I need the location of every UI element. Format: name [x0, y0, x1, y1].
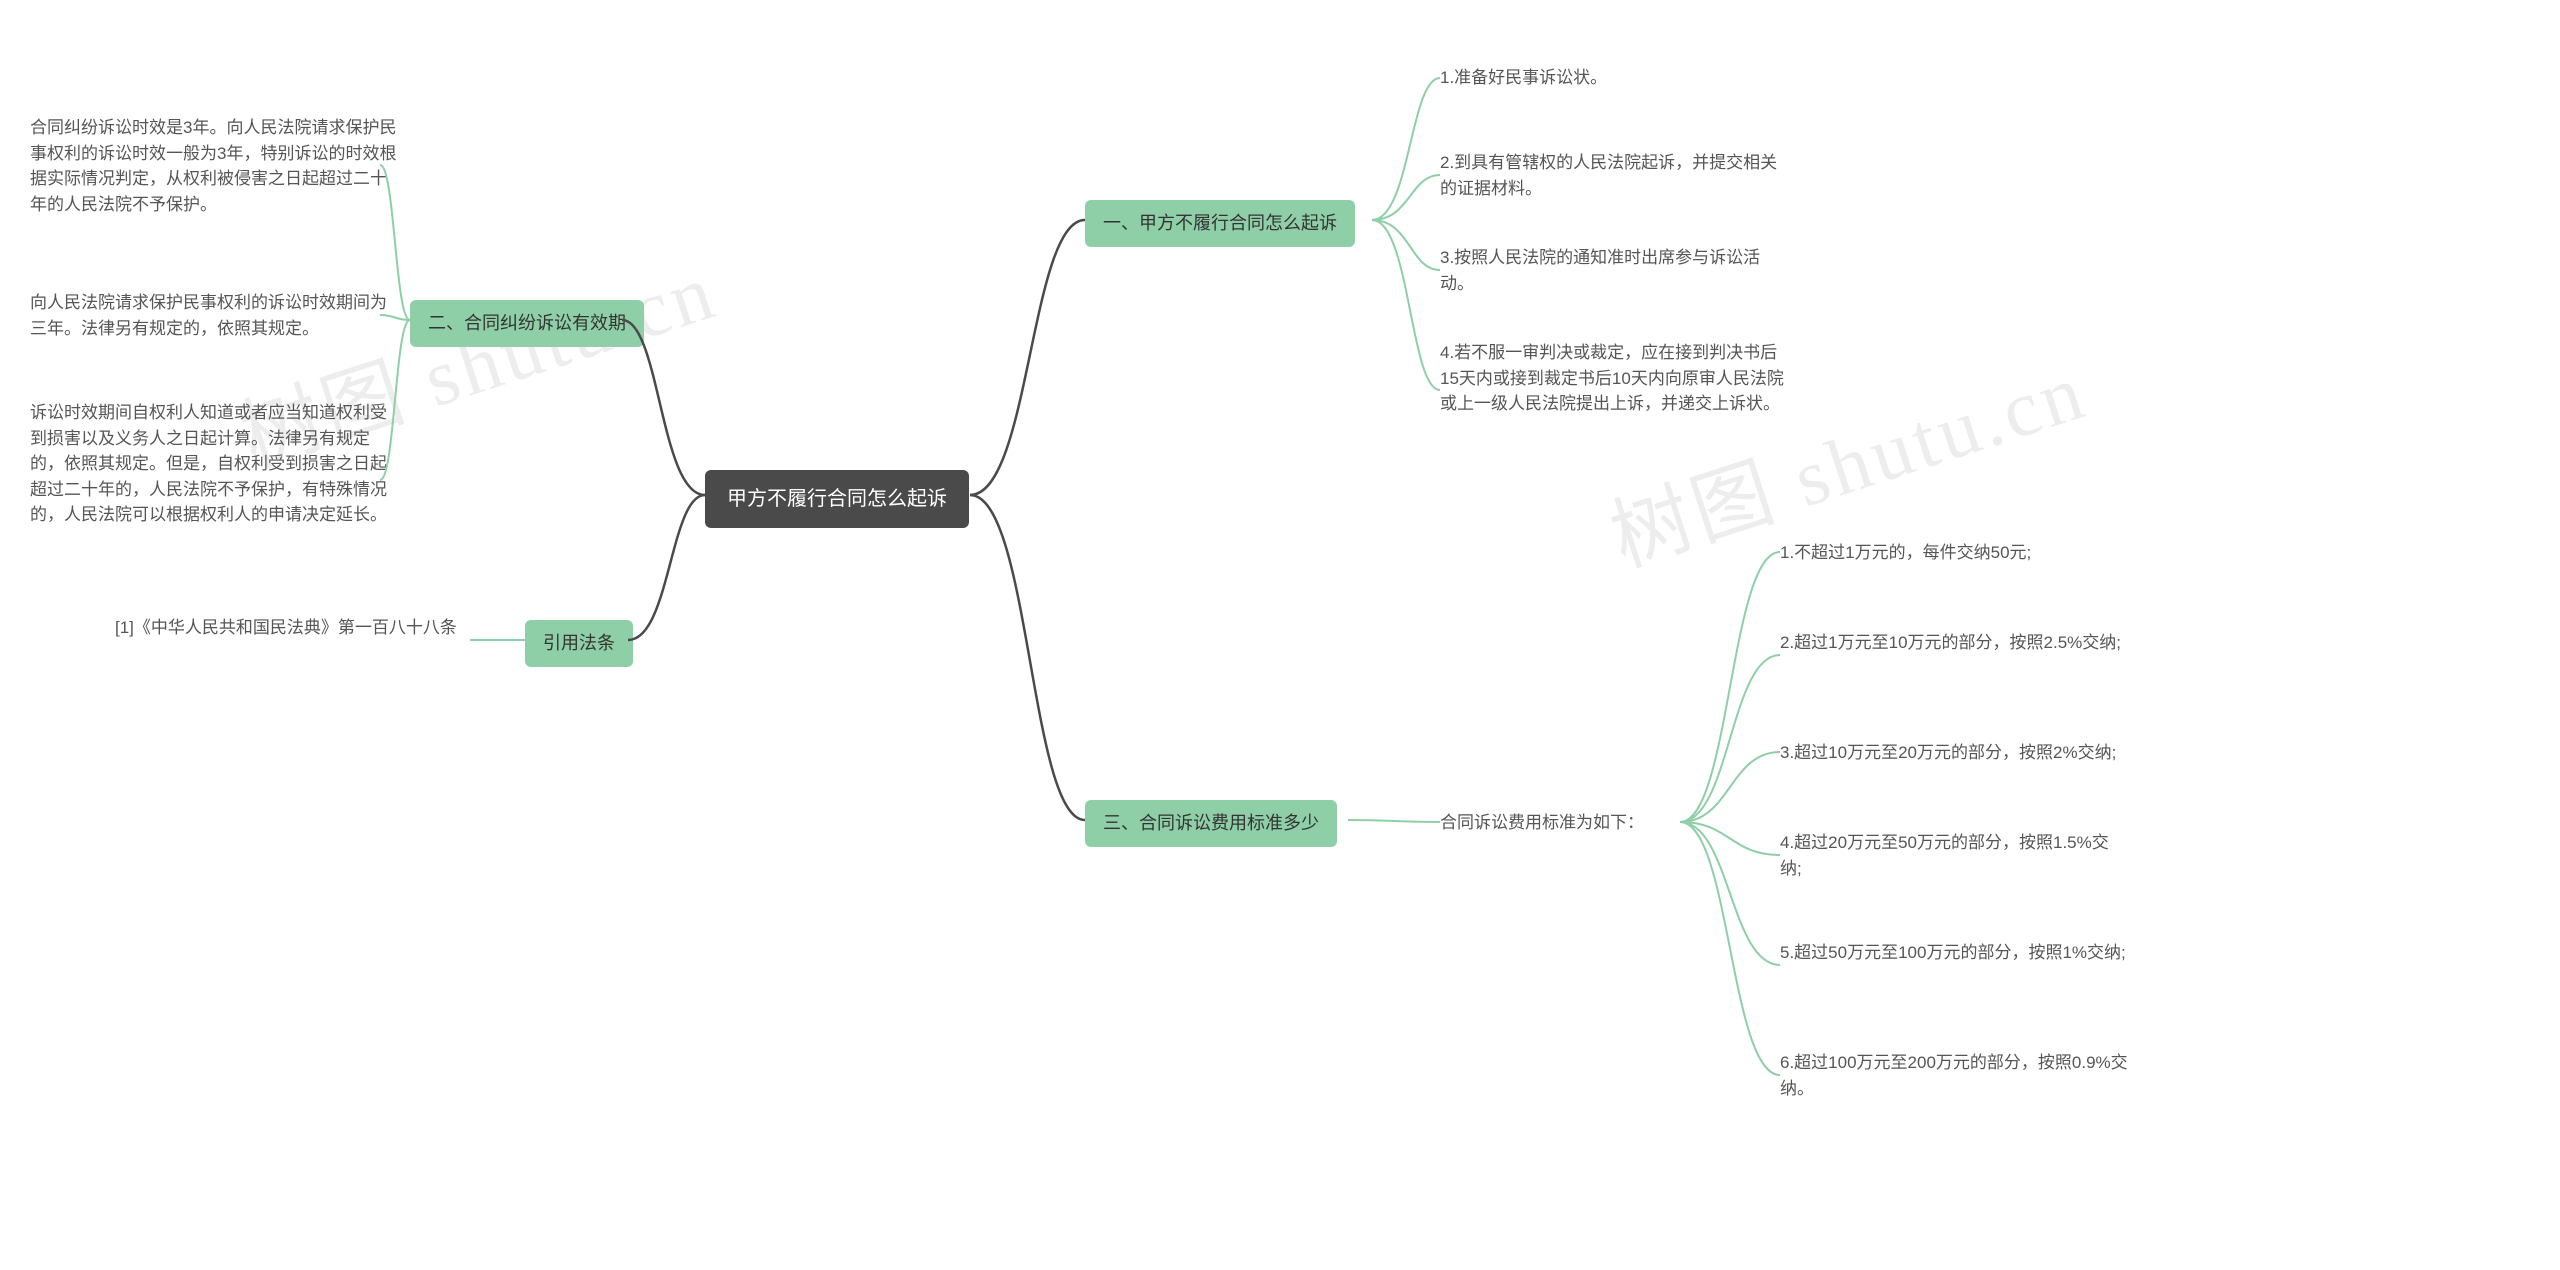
- branch-r1: 一、甲方不履行合同怎么起诉: [1085, 200, 1355, 247]
- branch-r2: 三、合同诉讼费用标准多少: [1085, 800, 1337, 847]
- leaf-r2-3: 4.超过20万元至50万元的部分，按照1.5%交纳;: [1780, 830, 2130, 881]
- leaf-l2-0: [1]《中华人民共和国民法典》第一百八十八条: [115, 615, 457, 641]
- leaf-r2-1: 2.超过1万元至10万元的部分，按照2.5%交纳;: [1780, 630, 2121, 656]
- leaf-l1-0: 合同纠纷诉讼时效是3年。向人民法院请求保护民事权利的诉讼时效一般为3年，特别诉讼…: [30, 115, 400, 217]
- leaf-r1-2: 3.按照人民法院的通知准时出席参与诉讼活动。: [1440, 245, 1790, 296]
- branch-l1: 二、合同纠纷诉讼有效期: [410, 300, 644, 347]
- leaf-r2-0: 1.不超过1万元的，每件交纳50元;: [1780, 540, 2031, 566]
- leaf-r2-5: 6.超过100万元至200万元的部分，按照0.9%交纳。: [1780, 1050, 2130, 1101]
- leaf-r2-2: 3.超过10万元至20万元的部分，按照2%交纳;: [1780, 740, 2116, 766]
- leaf-l1-1: 向人民法院请求保护民事权利的诉讼时效期间为三年。法律另有规定的，依照其规定。: [30, 290, 400, 341]
- leaf-r1-0: 1.准备好民事诉讼状。: [1440, 65, 1607, 91]
- leaf-r1-1: 2.到具有管辖权的人民法院起诉，并提交相关的证据材料。: [1440, 150, 1790, 201]
- leaf-r1-3: 4.若不服一审判决或裁定，应在接到判决书后15天内或接到裁定书后10天内向原审人…: [1440, 340, 1790, 417]
- leaf-l1-2: 诉讼时效期间自权利人知道或者应当知道权利受到损害以及义务人之日起计算。法律另有规…: [30, 400, 400, 528]
- root-node: 甲方不履行合同怎么起诉: [705, 470, 969, 528]
- mid-r2: 合同诉讼费用标准为如下：: [1440, 810, 1644, 836]
- branch-l2: 引用法条: [525, 620, 633, 667]
- leaf-r2-4: 5.超过50万元至100万元的部分，按照1%交纳;: [1780, 940, 2126, 966]
